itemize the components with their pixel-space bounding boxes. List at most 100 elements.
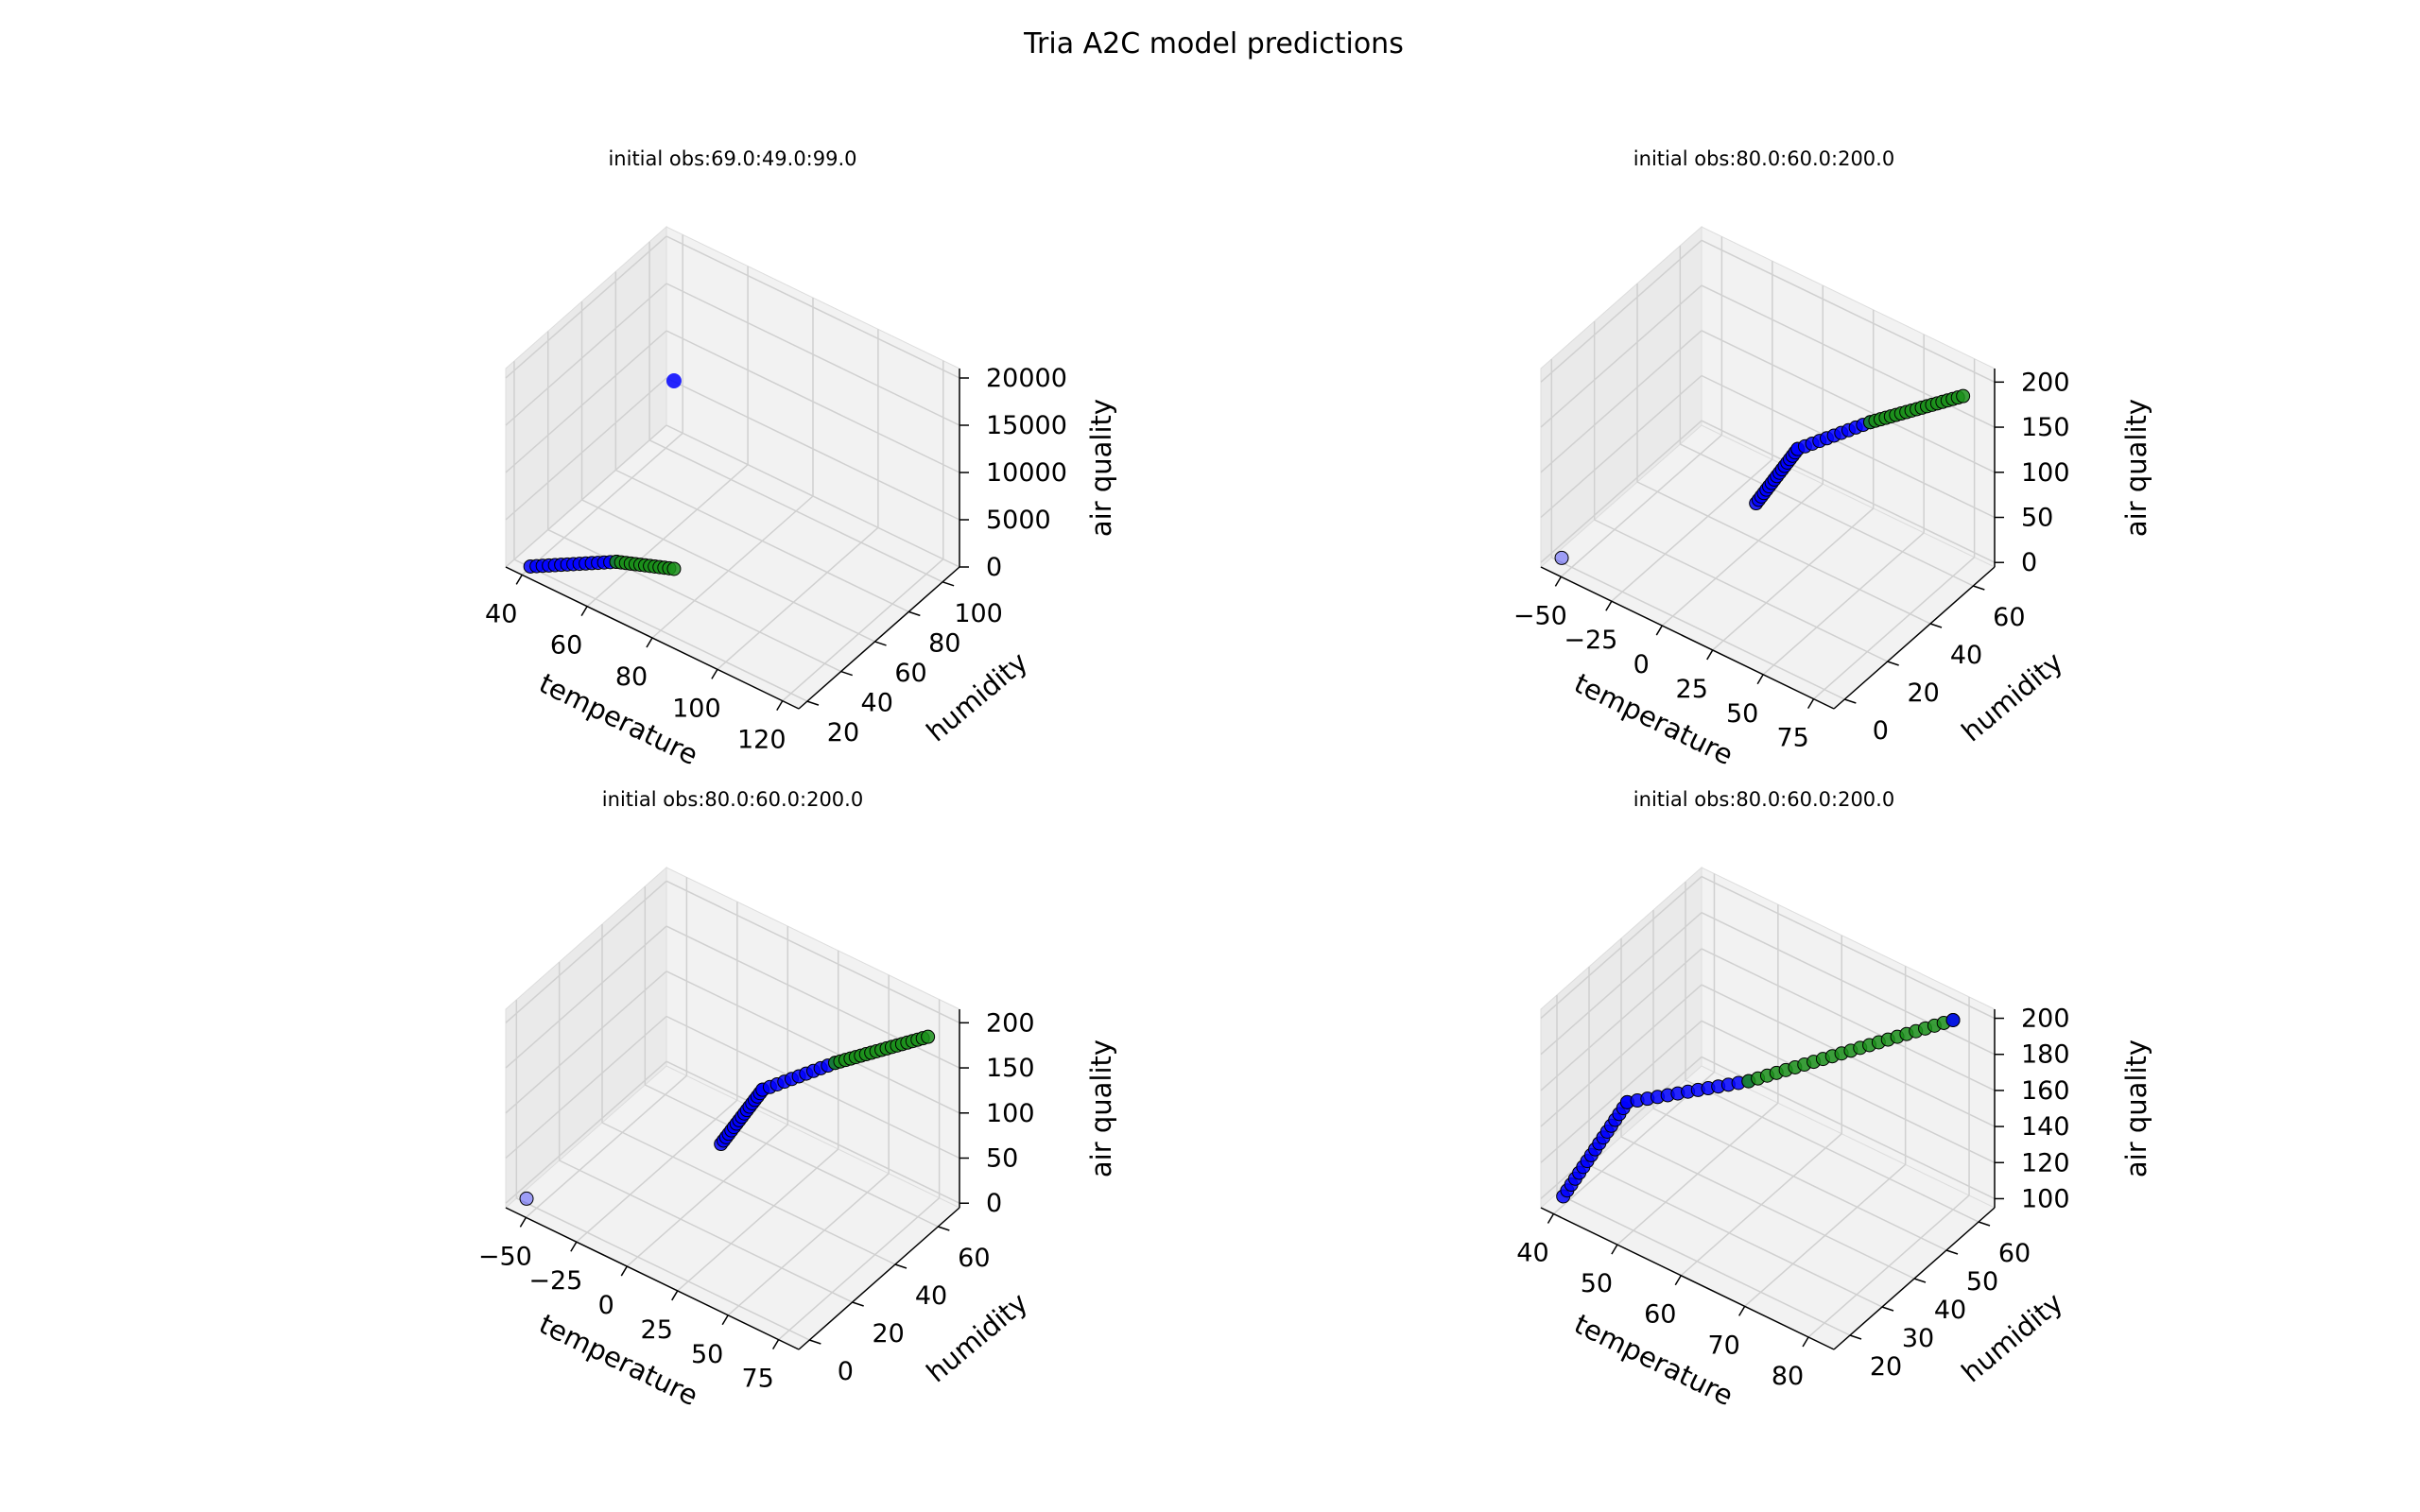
subplot-3-x-tick-label: −50 xyxy=(478,1242,532,1271)
subplot-2-x-tick-label: 25 xyxy=(1676,675,1708,704)
subplot-3-gridline xyxy=(666,1060,960,1204)
subplot-1-x-tick xyxy=(711,668,718,679)
subplot-3-trajectory-point xyxy=(921,1029,936,1044)
subplot-2-x-tick xyxy=(1605,600,1613,611)
subplot-4-gridline xyxy=(1540,948,1703,1091)
subplot-2-gridline xyxy=(1636,481,1931,625)
subplot-1-x-tick-label: 60 xyxy=(550,631,582,661)
subplot-2-z-tick-label: 0 xyxy=(2021,548,2037,577)
subplot-2-y-tick-label: 20 xyxy=(1907,679,1939,708)
subplot-2-x-axis-label: temperature xyxy=(1569,667,1738,771)
subplot-2-gridline xyxy=(1540,374,1703,519)
subplot-4-x-axis-line xyxy=(1540,1207,1835,1350)
subplot-4-gridline xyxy=(1652,1108,1947,1251)
subplot-1-y-tick xyxy=(942,581,955,587)
subplot-1-x-tick xyxy=(776,700,784,712)
subplot-3-gridline xyxy=(505,971,667,1114)
subplot-1-gridline xyxy=(648,439,943,583)
subplot-3-gridline xyxy=(516,1197,810,1341)
subplot-2-y-axis-line xyxy=(1833,566,1996,710)
subplot-3-gridline xyxy=(626,1124,788,1267)
subplot-3-y-tick xyxy=(938,1226,950,1231)
subplot-4-gridline xyxy=(1701,1020,1996,1163)
subplot-1-x-tick xyxy=(646,637,653,648)
subplot-2-gridline xyxy=(1540,284,1703,428)
subplot-4-highlight-point xyxy=(1945,1013,1961,1028)
subplot-3-z-tick-label: 200 xyxy=(986,1008,1035,1038)
subplot-4-z-axis-label: air quality xyxy=(2120,1040,2152,1177)
subplot-4-gridline xyxy=(1685,1079,1979,1223)
subplot-1-gridline xyxy=(505,424,667,568)
subplot-1-gridline xyxy=(505,377,667,521)
subplot-4-gridline xyxy=(1540,1020,1703,1163)
figure-title: Tria A2C model predictions xyxy=(1023,27,1404,60)
subplot-3-x-axis-label: temperature xyxy=(534,1308,703,1412)
subplot-4-x-tick xyxy=(1738,1305,1746,1316)
subplot-3-gridline xyxy=(505,925,667,1069)
subplot-4-x-tick-label: 40 xyxy=(1516,1239,1548,1268)
subplot-1-y-axis-label: humidity xyxy=(921,645,1034,747)
subplot-3-y-tick xyxy=(894,1263,908,1269)
subplot-4-x-tick-label: 50 xyxy=(1581,1269,1613,1298)
subplot-4-y-tick-label: 60 xyxy=(1998,1239,2031,1268)
subplot-2-z-tick-label: 200 xyxy=(2021,368,2070,397)
subplot-4-title: initial obs:80.0:60.0:200.0 xyxy=(1634,788,1894,811)
subplot-2-y-tick xyxy=(1973,585,1985,591)
subplot-4-z-tick-label: 100 xyxy=(2021,1184,2070,1213)
subplot-4-z-tick-label: 140 xyxy=(2021,1112,2070,1142)
subplot-4-x-tick xyxy=(1547,1213,1555,1224)
subplot-2-x-tick-label: 75 xyxy=(1776,724,1808,753)
subplot-1-gridline xyxy=(513,558,808,702)
subplot-2-gridline xyxy=(1540,420,1703,563)
subplot-3-z-tick-label: 150 xyxy=(986,1054,1035,1083)
subplot-1-y-tick-label: 40 xyxy=(861,689,893,718)
subplot-4-x-tick-label: 70 xyxy=(1707,1331,1739,1360)
subplot-3-gridline xyxy=(525,1074,687,1218)
subplot-2-trajectory-point xyxy=(1956,388,1971,404)
subplot-4-y-tick-label: 40 xyxy=(1934,1296,1966,1325)
subplot-3-x-tick-label: 0 xyxy=(598,1291,614,1320)
subplot-3-x-tick-label: 50 xyxy=(691,1340,723,1369)
subplot-4-y-tick xyxy=(1945,1249,1959,1255)
subplot-2-gridline xyxy=(1560,434,1722,577)
subplot-1-y-tick-label: 80 xyxy=(928,628,960,658)
subplot-3-gridline xyxy=(559,1160,853,1303)
subplot-2-title: initial obs:80.0:60.0:200.0 xyxy=(1634,147,1894,170)
subplot-3-y-tick-label: 60 xyxy=(958,1244,990,1273)
subplot-3-z-tick-label: 0 xyxy=(986,1189,1002,1218)
subplot-3-y-tick-label: 40 xyxy=(915,1281,947,1311)
subplot-1-trajectory-point xyxy=(666,561,682,576)
subplot-1-x-tick xyxy=(580,606,588,617)
subplot-3-x-tick xyxy=(721,1314,729,1326)
subplot-2-x-tick xyxy=(1806,698,1815,710)
subplot-1-z-tick-label: 5000 xyxy=(986,506,1051,535)
subplot-1-x-tick xyxy=(515,574,523,585)
subplot-2-gridline xyxy=(1680,443,1974,587)
subplot-1-gridline xyxy=(666,235,960,379)
subplot-4-gridline xyxy=(1701,948,1996,1091)
subplot-3-x-tick xyxy=(519,1216,527,1228)
subplot-3-highlight-point xyxy=(519,1191,534,1206)
subplot-1-gridline xyxy=(586,464,749,608)
subplot-1-gridline xyxy=(666,377,960,521)
subplot-1-highlight-point xyxy=(666,372,682,388)
subplot-3-gridline xyxy=(576,1099,738,1243)
subplot-3-gridline xyxy=(666,880,960,1023)
subplot-1-title: initial obs:69.0:49.0:99.0 xyxy=(608,147,856,170)
subplot-1-gridline xyxy=(614,469,909,613)
subplot-4-gridline xyxy=(1620,1136,1915,1280)
subplot-4-x-tick-label: 80 xyxy=(1772,1362,1804,1391)
subplot-2-gridline xyxy=(1701,239,1996,383)
subplot-3-gridline xyxy=(778,1197,941,1341)
subplot-1-y-tick xyxy=(840,670,853,677)
subplot-1-y-tick-label: 100 xyxy=(954,599,1003,628)
subplot-3-y-axis-line xyxy=(798,1207,960,1350)
subplot-1-gridline xyxy=(505,283,667,426)
subplot-2-gridline xyxy=(1661,483,1824,627)
subplot-3-z-tick-label: 50 xyxy=(986,1144,1018,1174)
subplot-2-z-axis-label: air quality xyxy=(2120,399,2152,537)
subplot-3-gridline xyxy=(505,880,667,1023)
subplot-2-x-tick xyxy=(1554,576,1563,587)
